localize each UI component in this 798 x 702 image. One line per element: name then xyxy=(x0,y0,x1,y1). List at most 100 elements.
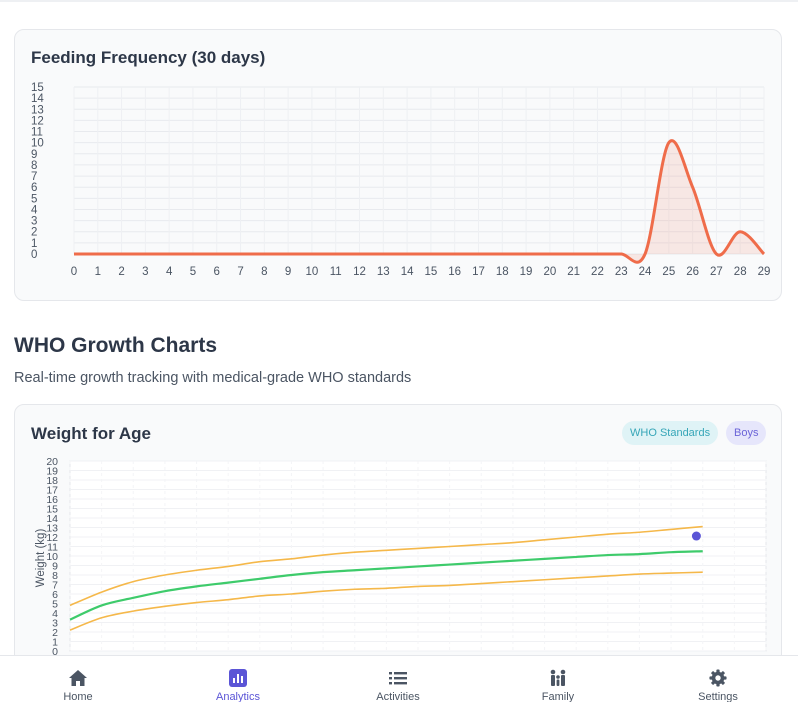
feed-x-tick: 4 xyxy=(166,266,173,278)
feed-x-tick: 12 xyxy=(353,266,366,278)
feed-x-tick: 19 xyxy=(520,266,533,278)
feed-y-tick: 9 xyxy=(31,149,37,161)
feed-line xyxy=(74,139,766,264)
feed-y-tick: 12 xyxy=(31,115,44,127)
feed-x-tick: 25 xyxy=(662,266,675,278)
feeding-chart-title: Feeding Frequency (30 days) xyxy=(31,48,266,67)
gear-icon xyxy=(709,669,727,687)
growth-y-tick: 13 xyxy=(46,523,58,535)
growth-y-tick: 3 xyxy=(52,618,58,630)
growth-y-tick: 5 xyxy=(52,599,58,611)
feed-x-tick: 17 xyxy=(472,266,485,278)
growth-y-tick: 19 xyxy=(46,466,58,478)
top-divider xyxy=(0,0,798,2)
feed-x-tick: 15 xyxy=(424,266,437,278)
feed-y-tick: 7 xyxy=(31,171,37,183)
growth-y-tick: 11 xyxy=(47,542,58,554)
growth-y-tick: 2 xyxy=(52,627,58,639)
feed-x-tick: 24 xyxy=(639,266,652,278)
feed-y-tick: 8 xyxy=(31,160,37,172)
growth-series-line xyxy=(69,571,703,631)
feed-y-tick: 14 xyxy=(31,93,44,105)
feed-y-tick: 5 xyxy=(31,193,37,205)
feed-x-tick: 27 xyxy=(710,266,723,278)
feed-y-tick: 6 xyxy=(31,182,37,194)
growth-y-tick: 0 xyxy=(52,646,58,658)
feed-x-tick: 0 xyxy=(71,266,77,278)
nav-home-label: Home xyxy=(63,691,93,702)
growth-y-tick: 9 xyxy=(52,561,58,573)
growth-y-tick: 20 xyxy=(46,456,58,468)
who-standards-badge: WHO Standards xyxy=(622,421,719,445)
feed-x-tick: 11 xyxy=(330,266,342,278)
growth-y-tick: 4 xyxy=(52,608,58,620)
feed-y-tick: 3 xyxy=(31,216,37,228)
growth-y-tick: 15 xyxy=(46,504,58,516)
feed-x-tick: 18 xyxy=(496,266,509,278)
feed-x-tick: 7 xyxy=(237,266,243,278)
feed-x-tick: 2 xyxy=(118,266,124,278)
feed-x-tick: 20 xyxy=(543,266,556,278)
gender-badge[interactable]: Boys xyxy=(726,421,767,445)
feed-y-tick: 2 xyxy=(31,227,37,239)
nav-home[interactable]: Home xyxy=(18,656,138,702)
growth-section-title: WHO Growth Charts xyxy=(14,334,217,357)
growth-y-tick: 7 xyxy=(52,580,58,592)
nav-family[interactable]: Family xyxy=(498,656,618,702)
feed-y-tick: 11 xyxy=(31,127,43,139)
nav-settings[interactable]: Settings xyxy=(658,656,778,702)
nav-activities[interactable]: Activities xyxy=(338,656,458,702)
feed-x-tick: 9 xyxy=(285,266,291,278)
feeding-frequency-card: Feeding Frequency (30 days) 0 1 2 3 4 5 6 7 8 9 10… xyxy=(14,29,782,301)
nav-family-label: Family xyxy=(541,691,575,702)
growth-y-tick: 12 xyxy=(46,532,58,544)
feed-x-tick: 14 xyxy=(401,266,414,278)
nav-activities-label: Activities xyxy=(376,691,420,702)
family-icon xyxy=(550,669,566,686)
feed-area xyxy=(74,140,764,263)
nav-analytics[interactable]: Analytics xyxy=(178,656,298,702)
growth-y-axis-label: Weight (kg) xyxy=(35,529,47,588)
feed-x-tick: 29 xyxy=(758,266,771,278)
growth-y-tick: 6 xyxy=(52,589,58,601)
feed-x-tick: 8 xyxy=(261,266,267,278)
growth-y-tick: 1 xyxy=(52,637,58,649)
growth-y-tick: 18 xyxy=(46,475,58,487)
feed-x-tick: 28 xyxy=(734,266,747,278)
feed-y-tick: 0 xyxy=(31,249,37,261)
baby-weight-point xyxy=(691,531,701,541)
analytics-icon xyxy=(229,669,247,687)
nav-analytics-label: Analytics xyxy=(215,691,261,702)
growth-y-tick: 14 xyxy=(46,513,58,525)
feed-x-tick: 10 xyxy=(306,266,319,278)
feed-y-tick: 1 xyxy=(31,238,37,250)
growth-y-tick: 16 xyxy=(46,494,58,506)
feed-x-tick: 6 xyxy=(214,266,220,278)
feed-x-tick: 26 xyxy=(686,266,699,278)
growth-series-line xyxy=(69,550,703,621)
feed-x-tick: 16 xyxy=(448,266,461,278)
feed-y-tick: 13 xyxy=(31,104,44,116)
growth-series-line xyxy=(69,525,703,607)
feed-x-tick: 1 xyxy=(95,266,101,278)
feed-x-tick: 22 xyxy=(591,266,604,278)
growth-y-tick: 17 xyxy=(46,485,58,497)
growth-y-tick: 8 xyxy=(52,570,58,582)
feed-y-tick: 4 xyxy=(31,204,38,216)
growth-section-subtitle: Real-time growth tracking with medical-g… xyxy=(14,370,412,386)
feed-x-tick: 23 xyxy=(615,266,628,278)
growth-y-tick: 10 xyxy=(46,551,58,563)
growth-chart-title: Weight for Age xyxy=(31,424,151,443)
feed-y-tick: 10 xyxy=(31,138,44,150)
nav-settings-label: Settings xyxy=(698,691,738,702)
list-icon xyxy=(389,672,407,685)
home-icon xyxy=(69,670,87,686)
feed-x-tick: 21 xyxy=(567,266,580,278)
feed-x-tick: 13 xyxy=(377,266,390,278)
feed-x-tick: 3 xyxy=(142,266,148,278)
feed-y-tick: 15 xyxy=(31,82,44,94)
bottom-nav: Home Analytics Activities Fa xyxy=(0,655,798,702)
